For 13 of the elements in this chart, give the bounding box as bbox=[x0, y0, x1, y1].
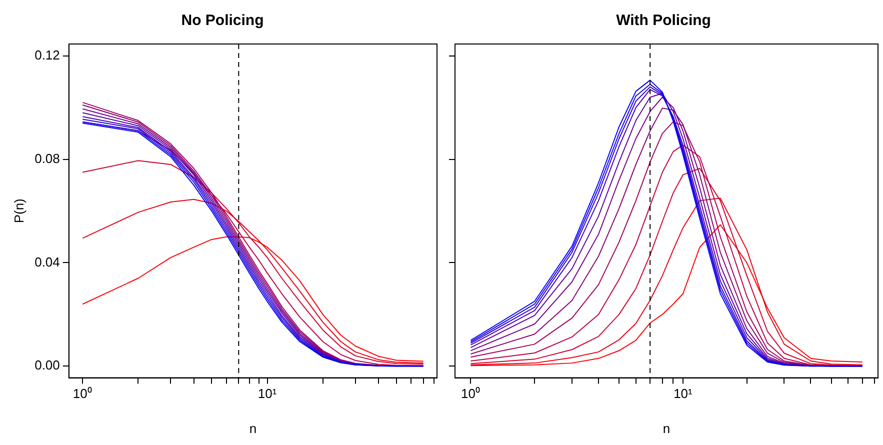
x-tick-label: 10¹ bbox=[258, 386, 278, 402]
chart-title: No Policing bbox=[181, 12, 264, 30]
x-axis-title: n bbox=[662, 420, 670, 436]
y-tick-label: 0.08 bbox=[34, 150, 60, 166]
y-axis-title: P(n) bbox=[11, 198, 26, 224]
x-tick-label: 10¹ bbox=[674, 386, 694, 402]
x-tick-label: 10⁰ bbox=[72, 386, 92, 402]
x-tick-label: 10⁰ bbox=[461, 386, 480, 402]
chart-title: With Policing bbox=[616, 12, 711, 30]
y-tick-label: 0.00 bbox=[34, 358, 60, 373]
x-axis-title: n bbox=[249, 420, 257, 436]
y-tick-label: 0.12 bbox=[34, 47, 60, 62]
y-tick-label: 0.04 bbox=[34, 254, 60, 270]
